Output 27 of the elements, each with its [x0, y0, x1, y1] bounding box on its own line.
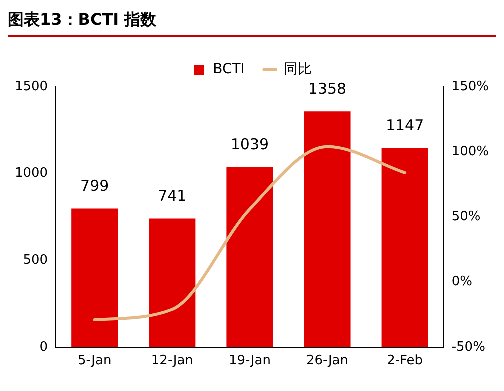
bar	[304, 112, 351, 348]
chart-title: 图表13：BCTI 指数	[8, 9, 158, 31]
data-label: 1358	[308, 80, 347, 98]
y2-tick-label: 0%	[452, 274, 472, 290]
bar	[72, 208, 118, 348]
legend-label: 同比	[284, 62, 312, 78]
y2-tick-label: 50%	[452, 210, 481, 225]
y2-tick-label: 150%	[452, 79, 490, 94]
bar	[149, 218, 196, 348]
data-label: 799	[80, 177, 110, 196]
bar	[226, 167, 274, 348]
y-tick-label: 0	[40, 340, 48, 355]
data-label: 741	[158, 187, 187, 206]
y-tick-label: 1000	[14, 166, 48, 182]
y2-tick-label: -50%	[452, 340, 486, 355]
data-label: 1147	[386, 116, 424, 135]
x-tick-label: 2-Feb	[387, 354, 424, 369]
y-tick-label: 1500	[14, 79, 48, 94]
x-tick-label: 12-Jan	[151, 354, 194, 369]
data-label: 1039	[230, 135, 270, 154]
y-tick-label: 500	[23, 252, 48, 268]
bar	[382, 148, 428, 348]
x-tick-label: 5-Jan	[78, 354, 112, 369]
x-tick-label: 19-Jan	[228, 354, 271, 369]
x-tick-label: 26-Jan	[306, 354, 349, 369]
y2-tick-label: 100%	[452, 144, 490, 160]
legend-label: BCTI	[213, 62, 245, 78]
